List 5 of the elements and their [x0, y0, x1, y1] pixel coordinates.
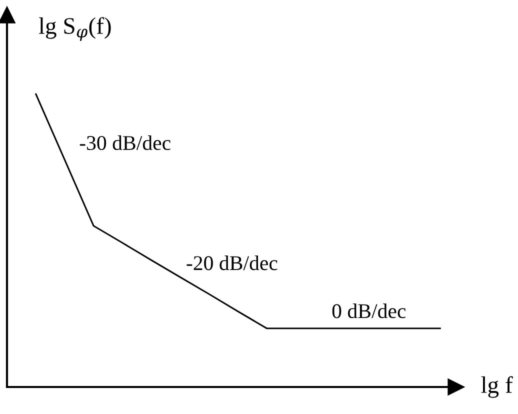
y-axis-title: lg S$_{φ}$(f) — [38, 17, 111, 41]
annotation: -20 dB/dec — [186, 256, 278, 270]
annotation: -30 dB/dec — [80, 135, 170, 150]
annotation: 0 dB/dec — [332, 304, 406, 318]
x-axis-title: lg f — [481, 376, 513, 398]
